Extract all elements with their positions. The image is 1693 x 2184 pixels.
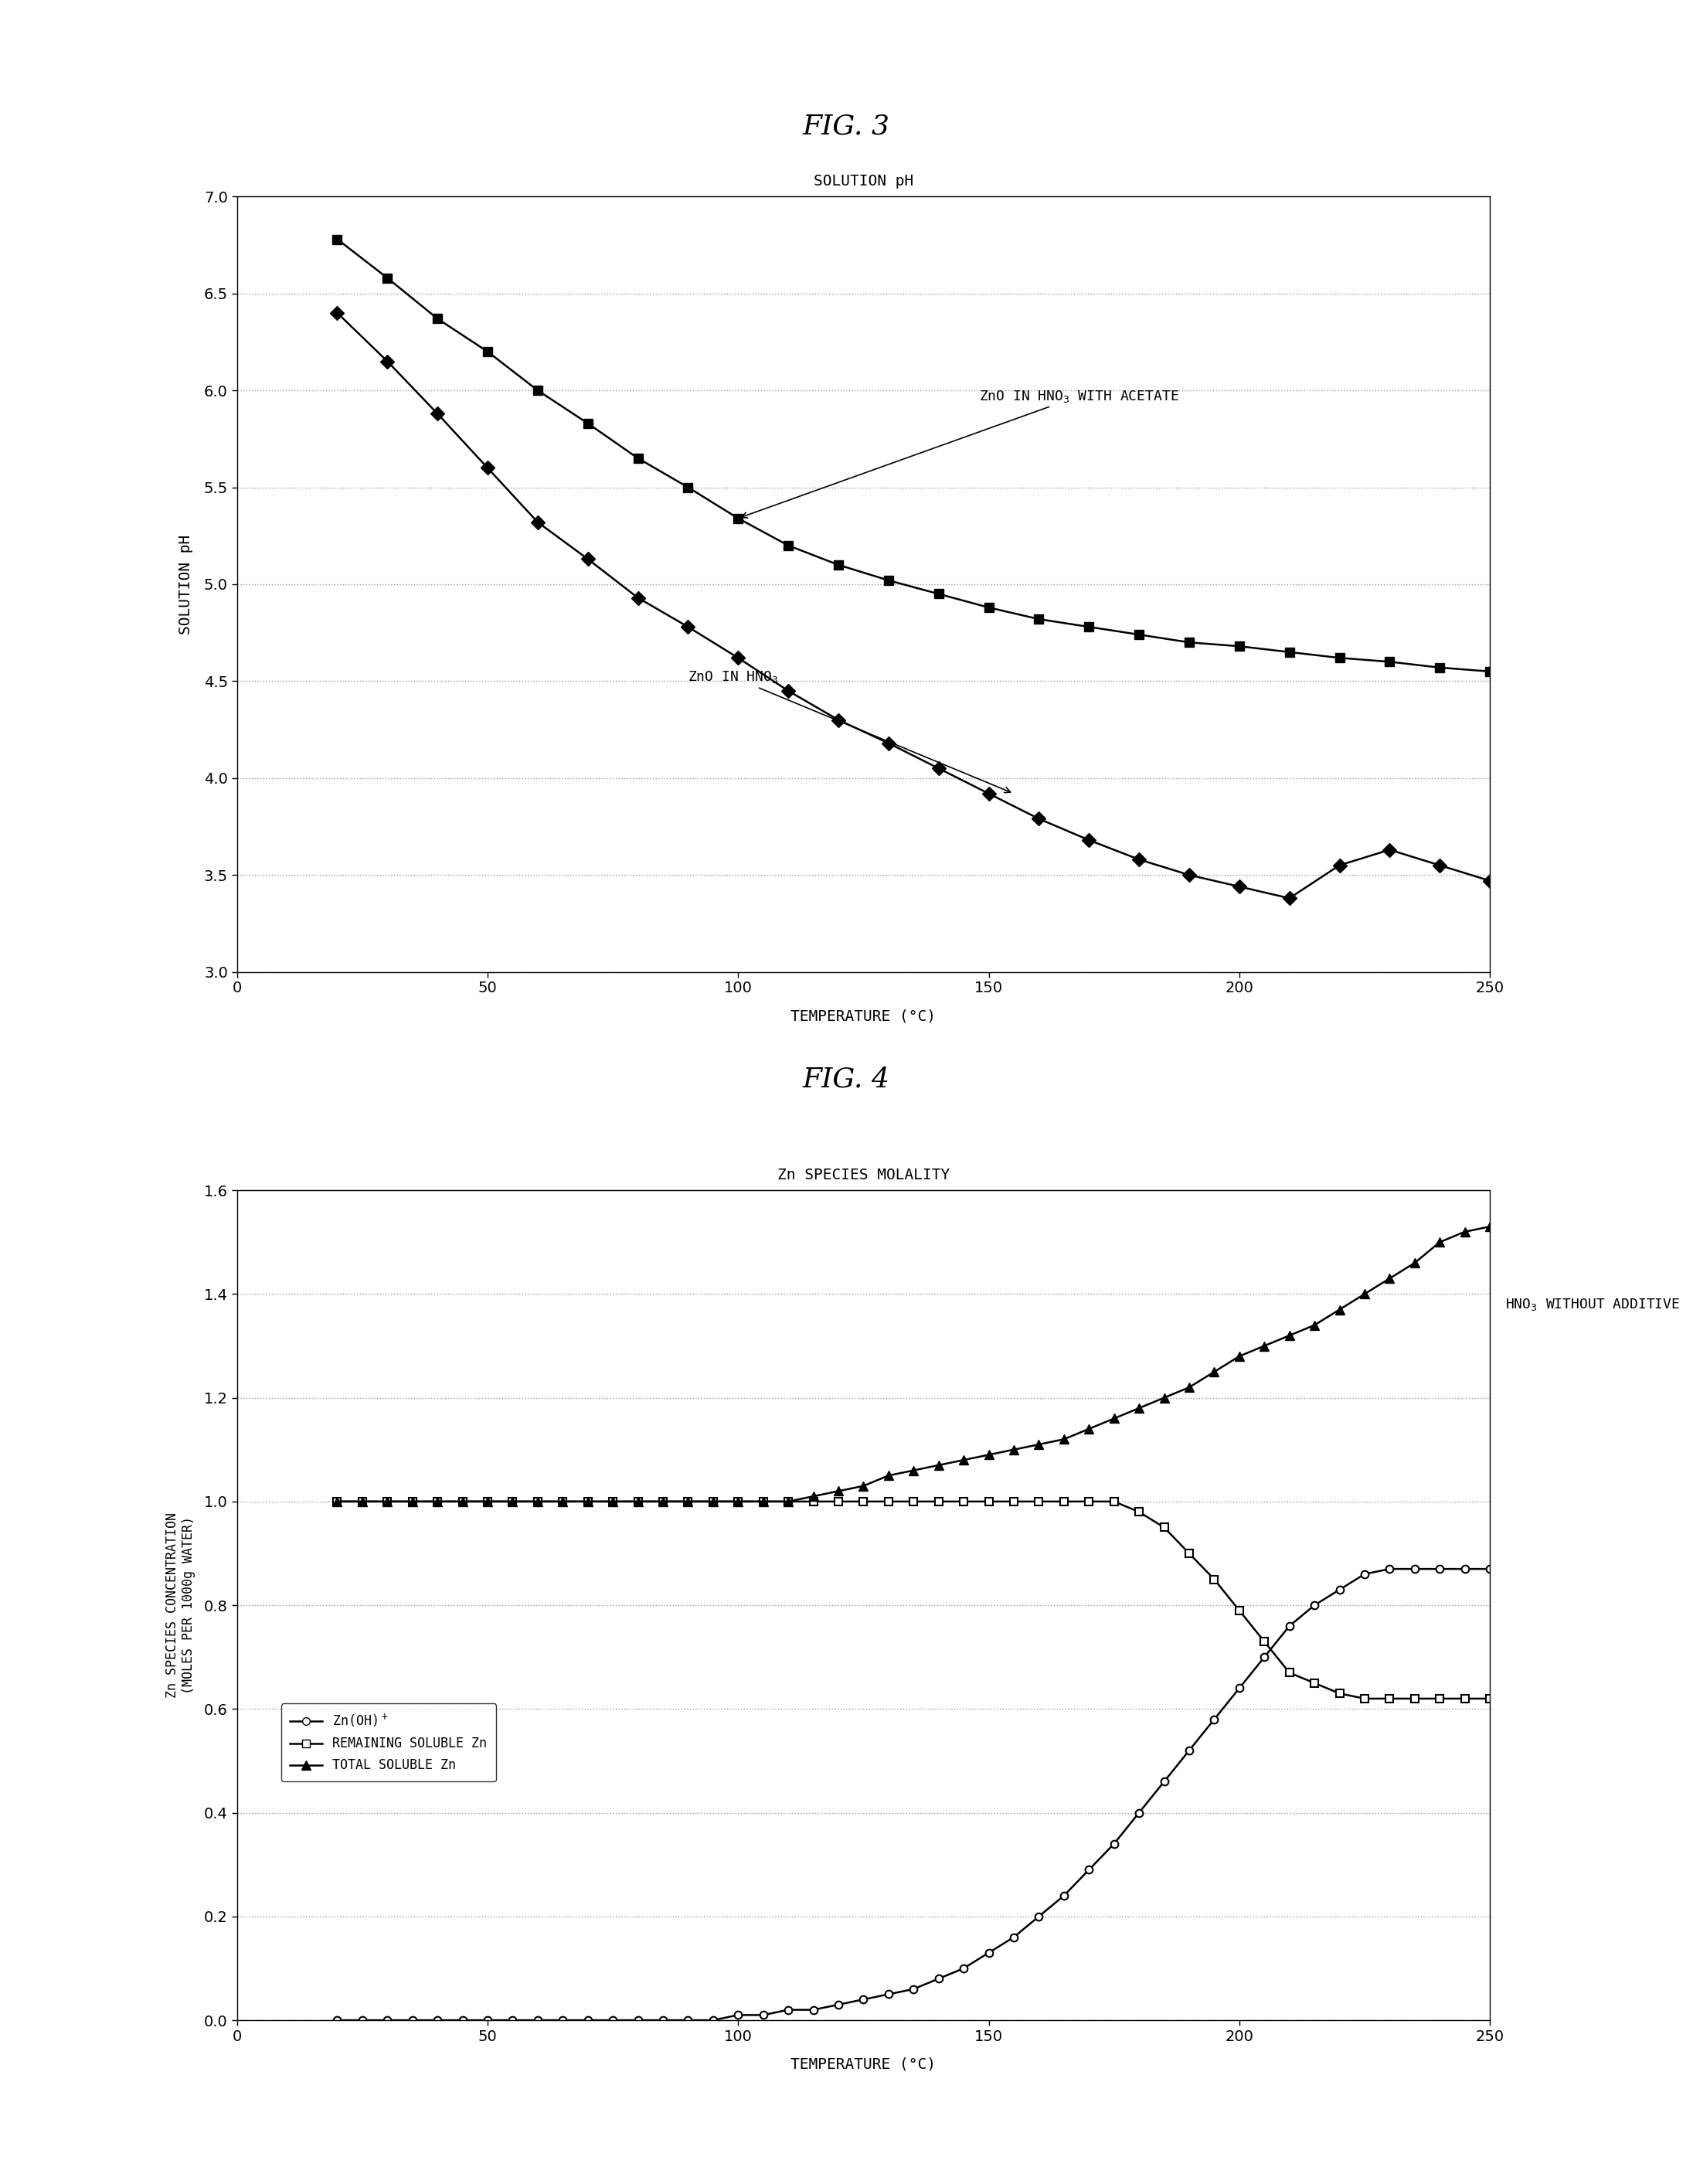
Title: SOLUTION pH: SOLUTION pH [814,175,913,190]
Text: FIG. 3: FIG. 3 [802,114,891,140]
Y-axis label: SOLUTION pH: SOLUTION pH [178,535,193,633]
Title: Zn SPECIES MOLALITY: Zn SPECIES MOLALITY [777,1168,950,1184]
Text: ZnO IN HNO$_3$ WITH ACETATE: ZnO IN HNO$_3$ WITH ACETATE [742,389,1178,518]
X-axis label: TEMPERATURE (°C): TEMPERATURE (°C) [791,2057,936,2073]
X-axis label: TEMPERATURE (°C): TEMPERATURE (°C) [791,1009,936,1024]
Text: ZnO IN HNO$_3$: ZnO IN HNO$_3$ [687,670,1011,793]
Y-axis label: Zn SPECIES CONCENTRATION
(MOLES PER 1000g WATER): Zn SPECIES CONCENTRATION (MOLES PER 1000… [166,1514,195,1697]
Text: FIG. 4: FIG. 4 [802,1066,891,1092]
Legend: Zn(OH)$^+$, REMAINING SOLUBLE Zn, TOTAL SOLUBLE Zn: Zn(OH)$^+$, REMAINING SOLUBLE Zn, TOTAL … [281,1704,496,1782]
Text: HNO$_3$ WITHOUT ADDITIVE: HNO$_3$ WITHOUT ADDITIVE [1505,1297,1679,1313]
